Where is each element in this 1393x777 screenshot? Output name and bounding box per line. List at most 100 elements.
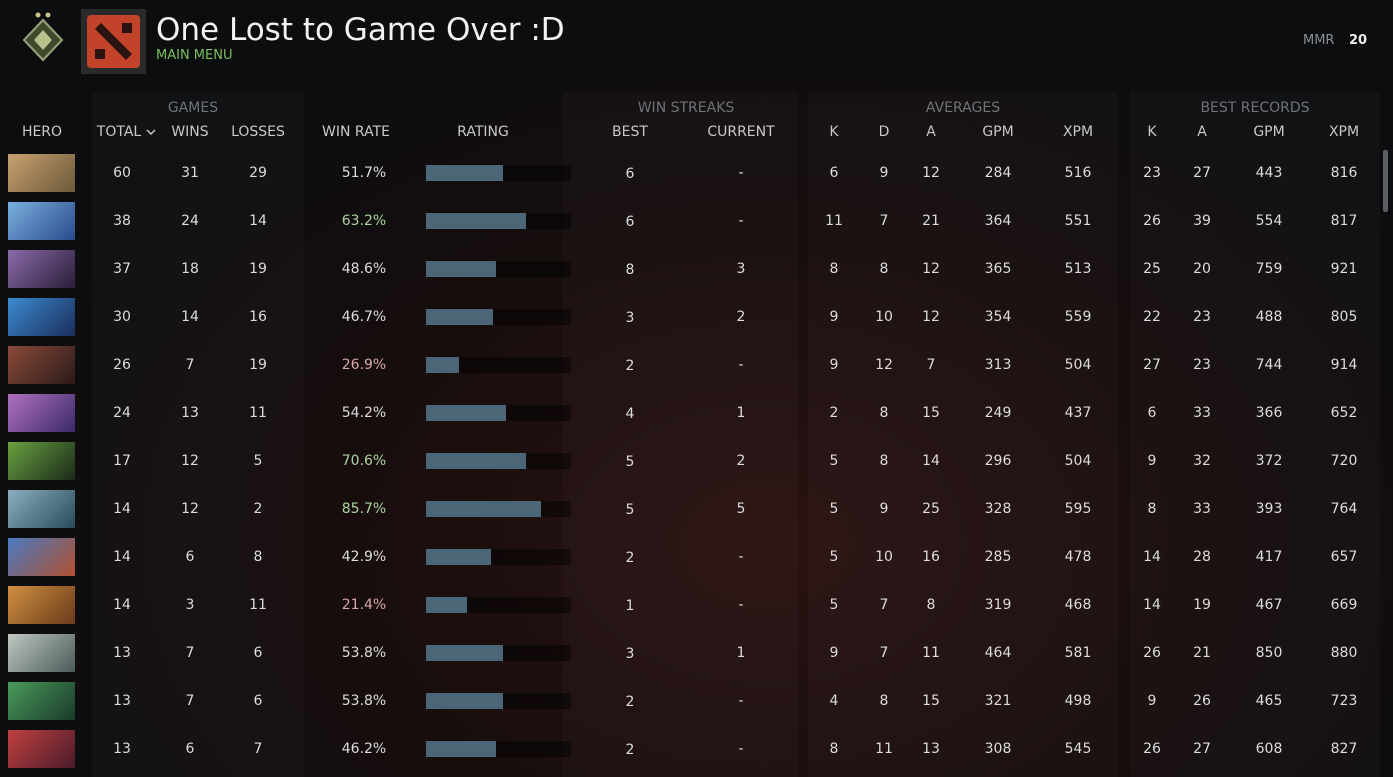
cell: 18	[181, 261, 199, 277]
cell: 744	[1255, 357, 1283, 373]
cell: 652	[1330, 405, 1358, 421]
rank-badge	[22, 12, 64, 62]
hero-portrait[interactable]	[8, 442, 75, 480]
hero-portrait[interactable]	[8, 586, 75, 624]
cell: 478	[1064, 549, 1092, 565]
cell: 8	[879, 405, 889, 421]
cell: 11	[249, 405, 267, 421]
hero-portrait[interactable]	[8, 298, 75, 336]
hero-portrait[interactable]	[8, 490, 75, 528]
cell: 14	[113, 597, 131, 613]
hero-portrait[interactable]	[8, 346, 75, 384]
hero-portrait[interactable]	[8, 202, 75, 240]
cell: 468	[1064, 597, 1092, 613]
cell: 372	[1255, 453, 1283, 469]
cell: 8	[829, 261, 839, 277]
cell: 12	[181, 453, 199, 469]
cell: 5	[625, 502, 635, 518]
cell: 14	[181, 309, 199, 325]
cell: 11	[825, 213, 843, 229]
scrollbar[interactable]	[1383, 150, 1388, 212]
cell: 827	[1330, 741, 1358, 757]
cell: 19	[249, 261, 267, 277]
column-band	[1130, 92, 1380, 777]
cell: 20	[1193, 261, 1211, 277]
column-header: GPM	[1253, 124, 1285, 140]
cell: 7	[185, 645, 195, 661]
cell: 8	[625, 262, 635, 278]
cell: 504	[1064, 357, 1092, 373]
column-header: BEST	[612, 124, 648, 140]
cell: 14	[249, 213, 267, 229]
column-band	[563, 92, 798, 777]
cell: 5	[829, 597, 839, 613]
cell: 296	[984, 453, 1012, 469]
cell: 1	[736, 405, 746, 421]
rating-bar	[426, 165, 503, 181]
cell: 319	[984, 597, 1012, 613]
rating-bar	[426, 309, 493, 325]
cell: 19	[1193, 597, 1211, 613]
cell: 8	[1147, 501, 1157, 517]
cell: 10	[875, 309, 893, 325]
cell: -	[738, 213, 744, 229]
hero-portrait[interactable]	[8, 394, 75, 432]
group-header: WIN STREAKS	[637, 100, 735, 116]
win-rate: 53.8%	[341, 693, 387, 709]
cell: 516	[1064, 165, 1092, 181]
cell: 464	[984, 645, 1012, 661]
cell: 26	[1143, 645, 1161, 661]
cell: 669	[1330, 597, 1358, 613]
cell: 24	[113, 405, 131, 421]
win-rate: 48.6%	[341, 261, 387, 277]
cell: 23	[1193, 357, 1211, 373]
cell: 498	[1064, 693, 1092, 709]
cell: 32	[1193, 453, 1211, 469]
mmr-label: MMR	[1303, 33, 1335, 48]
hero-portrait[interactable]	[8, 634, 75, 672]
rating-bar	[426, 261, 496, 277]
cell: 13	[922, 741, 940, 757]
cell: -	[738, 741, 744, 757]
game-logo	[81, 9, 146, 74]
cell: 308	[984, 741, 1012, 757]
win-rate: 46.2%	[341, 741, 387, 757]
column-header: RATING	[457, 124, 509, 140]
cell: 14	[1143, 597, 1161, 613]
cell: 6	[625, 166, 635, 182]
cell: 11	[922, 645, 940, 661]
cell: 33	[1193, 501, 1211, 517]
cell: 417	[1255, 549, 1283, 565]
hero-portrait[interactable]	[8, 538, 75, 576]
hero-portrait[interactable]	[8, 730, 75, 768]
cell: 1	[625, 598, 635, 614]
cell: 393	[1255, 501, 1283, 517]
cell: 7	[879, 645, 889, 661]
cell: 10	[875, 549, 893, 565]
cell: 12	[922, 261, 940, 277]
cell: 6	[185, 741, 195, 757]
group-header: BEST RECORDS	[1200, 100, 1310, 116]
cell: 3	[625, 646, 635, 662]
cell: 7	[926, 357, 936, 373]
cell: 595	[1064, 501, 1092, 517]
column-header: WINS	[171, 124, 209, 140]
cell: 921	[1330, 261, 1358, 277]
column-header: A	[1197, 124, 1207, 140]
hero-portrait[interactable]	[8, 250, 75, 288]
cell: 850	[1255, 645, 1283, 661]
cell: 437	[1064, 405, 1092, 421]
cell: 5	[625, 454, 635, 470]
sort-chevron[interactable]	[146, 128, 156, 136]
cell: 443	[1255, 165, 1283, 181]
cell: 9	[879, 501, 889, 517]
cell: 27	[1143, 357, 1161, 373]
cell: 15	[922, 405, 940, 421]
column-header: CURRENT	[707, 124, 775, 140]
cell: 12	[922, 309, 940, 325]
hero-portrait[interactable]	[8, 154, 75, 192]
main-menu-link[interactable]: MAIN MENU	[156, 48, 233, 63]
cell: 9	[829, 357, 839, 373]
cell: 554	[1255, 213, 1283, 229]
hero-portrait[interactable]	[8, 682, 75, 720]
